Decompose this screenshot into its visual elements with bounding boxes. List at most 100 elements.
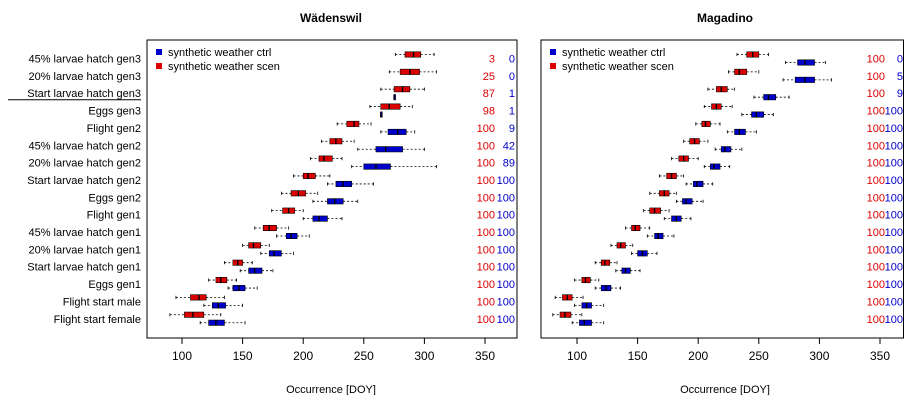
panel-frame xyxy=(540,39,904,339)
x-tick-label: 150 xyxy=(628,349,648,363)
count-label: 100 xyxy=(497,314,515,326)
category-label: 45% larvae hatch gen1 xyxy=(28,227,141,239)
legend-label: synthetic weather scen xyxy=(168,61,280,73)
box xyxy=(797,59,815,66)
count-label: 100 xyxy=(867,314,885,326)
count-label: 42 xyxy=(503,140,515,152)
box xyxy=(734,68,747,75)
count-label: 5 xyxy=(897,71,903,83)
x-tick-label: 200 xyxy=(688,349,708,363)
count-label: 100 xyxy=(477,123,495,135)
category-label: 20% larvae hatch gen2 xyxy=(28,158,141,170)
count-label: 100 xyxy=(885,210,903,222)
category-label: Flight start female xyxy=(54,314,141,326)
count-label: 100 xyxy=(867,279,885,291)
box xyxy=(693,180,704,187)
count-label: 100 xyxy=(497,244,515,256)
category-label: 45% larvae hatch gen3 xyxy=(28,54,141,66)
box xyxy=(380,103,401,110)
category-label: Start larvae hatch gen1 xyxy=(27,262,141,274)
count-label: 100 xyxy=(477,279,495,291)
x-tick-label: 250 xyxy=(354,349,374,363)
x-tick-label: 200 xyxy=(293,349,313,363)
legend-swatch xyxy=(156,49,162,55)
x-tick-label: 350 xyxy=(870,349,890,363)
count-label: 3 xyxy=(489,54,495,66)
box xyxy=(720,146,732,153)
count-label: 100 xyxy=(477,140,495,152)
category-label: Start larvae hatch gen2 xyxy=(27,175,141,187)
count-label: 98 xyxy=(483,106,495,118)
legend-swatch xyxy=(550,49,556,55)
count-label: 100 xyxy=(867,88,885,100)
count-label: 100 xyxy=(477,192,495,204)
count-label: 100 xyxy=(885,244,903,256)
count-label: 100 xyxy=(867,106,885,118)
count-label: 0 xyxy=(509,71,515,83)
x-tick-label: 100 xyxy=(172,349,192,363)
category-label: Flight start male xyxy=(63,296,141,308)
box xyxy=(312,215,328,222)
panel-title: Wädenswil xyxy=(300,11,362,25)
count-label: 0 xyxy=(897,54,903,66)
count-label: 100 xyxy=(477,262,495,274)
count-label: 100 xyxy=(477,227,495,239)
count-label: 100 xyxy=(497,192,515,204)
count-label: 100 xyxy=(885,296,903,308)
count-label: 1 xyxy=(509,106,515,118)
category-label: 20% larvae hatch gen1 xyxy=(28,244,141,256)
count-label: 100 xyxy=(497,210,515,222)
x-tick-label: 150 xyxy=(233,349,253,363)
x-tick-label: 100 xyxy=(567,349,587,363)
panel-title: Magadino xyxy=(697,11,753,25)
count-label: 100 xyxy=(885,123,903,135)
count-label: 9 xyxy=(509,123,515,135)
count-label: 100 xyxy=(867,54,885,66)
count-label: 100 xyxy=(477,314,495,326)
count-label: 25 xyxy=(483,71,495,83)
count-label: 100 xyxy=(885,279,903,291)
count-label: 100 xyxy=(477,296,495,308)
box xyxy=(375,146,403,153)
count-label: 100 xyxy=(867,296,885,308)
count-label: 100 xyxy=(477,210,495,222)
box xyxy=(268,250,282,257)
box xyxy=(302,172,316,179)
count-label: 100 xyxy=(867,210,885,222)
x-tick-label: 350 xyxy=(475,349,495,363)
x-tick-label: 300 xyxy=(809,349,829,363)
count-label: 89 xyxy=(503,158,515,170)
category-label: Flight gen1 xyxy=(87,210,141,222)
legend-label: synthetic weather ctrl xyxy=(562,47,665,59)
category-label: 45% larvae hatch gen2 xyxy=(28,140,141,152)
count-label: 100 xyxy=(867,262,885,274)
box xyxy=(751,111,764,118)
box xyxy=(346,120,360,127)
count-label: 100 xyxy=(885,227,903,239)
box xyxy=(579,319,592,326)
count-label: 100 xyxy=(497,279,515,291)
category-label: Eggs gen2 xyxy=(88,192,141,204)
box xyxy=(248,242,262,249)
count-label: 100 xyxy=(867,244,885,256)
count-label: 1 xyxy=(509,88,515,100)
count-label: 0 xyxy=(509,54,515,66)
box xyxy=(682,198,693,205)
count-label: 9 xyxy=(897,88,903,100)
category-label: Eggs gen1 xyxy=(88,279,141,291)
box xyxy=(710,163,721,170)
category-label: Start larvae hatch gen3 xyxy=(27,88,141,100)
count-label: 100 xyxy=(867,123,885,135)
count-label: 100 xyxy=(497,227,515,239)
count-label: 100 xyxy=(867,158,885,170)
count-label: 100 xyxy=(867,71,885,83)
legend-label: synthetic weather scen xyxy=(562,61,674,73)
count-label: 100 xyxy=(867,192,885,204)
count-label: 100 xyxy=(867,227,885,239)
count-label: 100 xyxy=(885,140,903,152)
panel-frame xyxy=(146,39,518,339)
category-label: 20% larvae hatch gen3 xyxy=(28,71,141,83)
legend-label: synthetic weather ctrl xyxy=(168,47,271,59)
